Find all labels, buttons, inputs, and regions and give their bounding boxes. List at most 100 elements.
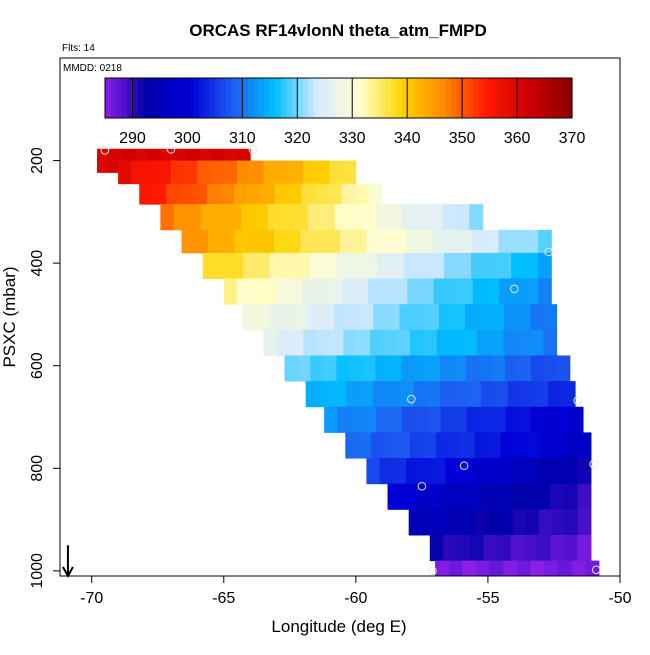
y-tick-label: 800 (29, 455, 46, 482)
heatmap-cell (557, 406, 571, 433)
heatmap-cells (96, 148, 600, 577)
y-axis: 200 400 600 800 1000 (29, 147, 60, 589)
colorbar-segment (258, 78, 265, 118)
heatmap-cell (489, 329, 504, 356)
heatmap-cell (446, 278, 461, 305)
colorbar-segment (511, 78, 518, 118)
heatmap-cell (197, 160, 212, 185)
heatmap-cell (441, 483, 456, 510)
colorbar-tick-label: 330 (339, 130, 366, 147)
heatmap-cell (539, 432, 553, 459)
heatmap-cell (525, 278, 539, 305)
heatmap-cell (348, 204, 363, 231)
heatmap-cell (523, 534, 538, 562)
heatmap-cell (376, 252, 391, 280)
heatmap-cell (263, 329, 278, 356)
heatmap-cell (448, 432, 463, 459)
heatmap-cell (303, 160, 317, 185)
heatmap-cell (349, 355, 363, 382)
colorbar-segment (555, 78, 562, 118)
colorbar-segment (170, 78, 178, 118)
heatmap-cell (388, 406, 403, 433)
colorbar-segment (528, 78, 535, 118)
heatmap-cell (526, 432, 540, 459)
heatmap-cell (510, 534, 525, 562)
heatmap-cell (329, 160, 344, 185)
heatmap-cell (458, 229, 473, 254)
heatmap-cell (249, 278, 264, 305)
heatmap-cell (332, 381, 347, 408)
heatmap-cell (487, 432, 501, 459)
heatmap-cell (273, 229, 288, 254)
heatmap-cell (537, 534, 552, 562)
colorbar-segment (385, 78, 392, 118)
heatmap-cell (406, 229, 420, 254)
heatmap-cell (524, 458, 539, 485)
heatmap-cell (476, 560, 491, 577)
colorbar-segment (110, 78, 117, 118)
heatmap-cell (485, 458, 499, 485)
heatmap-cell (202, 252, 217, 280)
heatmap-cell (386, 304, 400, 331)
heatmap-cell (302, 278, 316, 305)
heatmap-cell (466, 406, 480, 433)
heatmap-cell (570, 406, 584, 433)
heatmap-cell (504, 304, 518, 331)
heatmap-cell (406, 458, 420, 485)
heatmap-cell (408, 509, 423, 536)
heatmap-cell (296, 252, 311, 280)
heatmap-cell (451, 304, 466, 331)
data-point (100, 146, 110, 155)
colorbar-segment (132, 78, 139, 118)
heatmap-cell (294, 304, 309, 331)
heatmap-cell (563, 483, 578, 510)
heatmap-cell (436, 329, 451, 356)
colorbar-segment (143, 78, 150, 118)
heatmap-cell (434, 509, 449, 536)
heatmap-cell (472, 458, 486, 485)
heatmap-cell (486, 509, 501, 536)
heatmap-cell (530, 560, 545, 577)
heatmap-cell (276, 329, 291, 356)
heatmap-cell (370, 329, 384, 356)
heatmap-cell (455, 204, 470, 231)
heatmap-cell (429, 534, 444, 562)
heatmap-cell (543, 329, 558, 356)
heatmap-cell (401, 483, 416, 510)
heatmap-cell (511, 229, 526, 254)
heatmap-cell (360, 304, 374, 331)
heatmap-cell (281, 204, 296, 231)
heatmap-cell (384, 432, 398, 459)
heatmap-cell (160, 204, 175, 231)
heatmap-cell (427, 406, 442, 433)
heatmap-cell (173, 204, 188, 231)
heatmap-cell (118, 160, 132, 185)
heatmap-cell (422, 432, 437, 459)
heatmap-cell (518, 406, 532, 433)
colorbar-segment (269, 78, 276, 118)
colorbar-segment (484, 78, 491, 118)
colorbar-segment (198, 78, 205, 118)
annotation-mmdd: MMDD: 0218 (63, 63, 122, 74)
heatmap-cell (392, 458, 407, 485)
colorbar-tick-label: 300 (174, 130, 201, 147)
heatmap-cell (401, 355, 415, 382)
colorbar-tick-label: 310 (229, 130, 256, 147)
heatmap-cell (362, 406, 377, 433)
heatmap-cell (250, 160, 264, 185)
heatmap-cell (397, 432, 411, 459)
heatmap-cell (470, 252, 485, 280)
heatmap-cell (565, 432, 579, 459)
heatmap-cell (464, 304, 479, 331)
colorbar-segment (192, 78, 199, 118)
colorbar-segment (489, 78, 496, 118)
heatmap-cell (375, 355, 389, 382)
y-tick-label: 600 (29, 352, 46, 379)
colorbar-segment (500, 78, 507, 118)
heatmap-cell (444, 252, 458, 280)
heatmap-cell (366, 229, 381, 254)
heatmap-cell (396, 329, 411, 356)
heatmap-cell (301, 183, 316, 205)
heatmap-cell (455, 483, 470, 510)
heatmap-cell (425, 304, 440, 331)
